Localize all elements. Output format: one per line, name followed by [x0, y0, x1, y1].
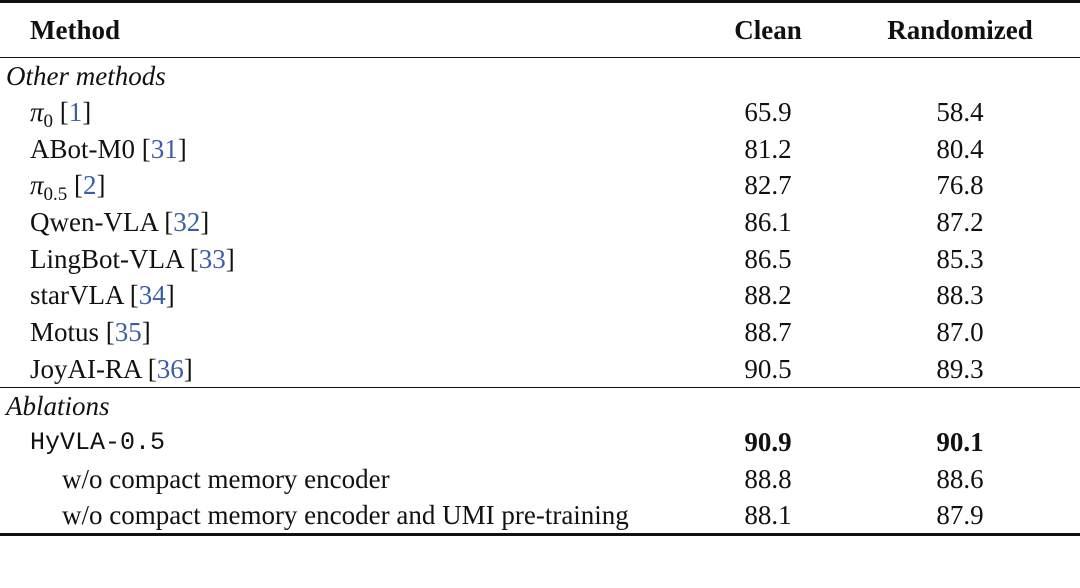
randomized-value: 87.0: [936, 317, 984, 348]
table-row: starVLA [34] 88.2 88.3: [0, 278, 1080, 315]
randomized-value: 87.9: [936, 499, 984, 530]
method-cell: starVLA [34]: [30, 280, 175, 311]
table-row: JoyAI-RA [36] 90.5 89.3: [0, 351, 1080, 388]
clean-value: 86.1: [744, 207, 792, 238]
clean-value: 81.2: [744, 133, 792, 164]
table-row: LingBot-VLA [33] 86.5 85.3: [0, 241, 1080, 278]
randomized-value: 88.3: [936, 280, 984, 311]
randomized-value: 76.8: [936, 170, 984, 201]
method-name: JoyAI-RA: [30, 353, 142, 384]
clean-value: 90.5: [744, 353, 792, 384]
method-name: ABot-M0: [30, 133, 136, 164]
randomized-value: 87.2: [936, 207, 984, 238]
method-name: starVLA: [30, 280, 123, 311]
randomized-value: 85.3: [936, 243, 984, 274]
citation-link[interactable]: 2: [83, 170, 97, 201]
citation-link[interactable]: 31: [150, 133, 178, 164]
table-row: w/o compact memory encoder 88.8 88.6: [0, 461, 1080, 498]
section-label-other-methods: Other methods: [6, 60, 166, 91]
clean-value: 88.1: [744, 499, 792, 530]
clean-value: 65.9: [744, 97, 792, 128]
method-cell: Qwen-VLA [32]: [30, 207, 210, 238]
table-row: π0 [1] 65.9 58.4: [0, 94, 1080, 133]
clean-value: 88.8: [744, 463, 792, 494]
method-name: π: [30, 170, 44, 201]
method-cell: ABot-M0 [31]: [30, 133, 187, 164]
method-name: Motus: [30, 317, 100, 348]
method-subscript: 0.5: [43, 184, 68, 206]
table-row: HyVLA-0.5 90.9 90.1: [0, 424, 1080, 461]
clean-value: 88.7: [744, 317, 792, 348]
method-name: w/o compact memory encoder: [62, 463, 390, 494]
results-table: Method Clean Randomized Other methods π0…: [0, 1, 1080, 535]
clean-value: 86.5: [744, 243, 792, 274]
method-name: LingBot-VLA: [30, 243, 183, 274]
method-name: HyVLA-0.5: [30, 428, 166, 458]
method-name: π: [30, 97, 44, 128]
clean-value: 82.7: [744, 170, 792, 201]
randomized-value: 88.6: [936, 463, 984, 494]
method-subscript: 0: [43, 111, 54, 133]
method-cell: LingBot-VLA [33]: [30, 243, 235, 274]
table-row: Qwen-VLA [32] 86.1 87.2: [0, 204, 1080, 241]
randomized-value: 80.4: [936, 133, 984, 164]
citation-link[interactable]: 34: [138, 280, 166, 311]
clean-value: 88.2: [744, 280, 792, 311]
table-row: ABot-M0 [31] 81.2 80.4: [0, 131, 1080, 168]
section-row-other-methods: Other methods: [0, 58, 1080, 95]
method-name: Qwen-VLA: [30, 207, 158, 238]
clean-value: 90.9: [744, 427, 792, 458]
citation-link[interactable]: 36: [156, 353, 184, 384]
citation-link[interactable]: 1: [68, 97, 83, 128]
header-randomized: Randomized: [887, 14, 1033, 45]
randomized-value: 58.4: [936, 97, 984, 128]
section-row-ablations: Ablations: [0, 388, 1080, 425]
citation-link[interactable]: 33: [198, 243, 226, 274]
table-row: w/o compact memory encoder and UMI pre-t…: [0, 498, 1080, 535]
header-clean: Clean: [734, 14, 802, 45]
randomized-value: 89.3: [936, 353, 984, 384]
citation-link[interactable]: 35: [114, 317, 142, 348]
method-cell: Motus [35]: [30, 317, 151, 348]
method-name: w/o compact memory encoder and UMI pre-t…: [62, 499, 629, 530]
method-cell: π0 [1]: [30, 97, 92, 133]
randomized-value: 90.1: [936, 427, 984, 458]
method-cell: π0.5 [2]: [30, 170, 106, 206]
header-row: Method Clean Randomized: [0, 1, 1080, 58]
citation-link[interactable]: 32: [173, 207, 201, 238]
section-label-ablations: Ablations: [6, 390, 110, 421]
header-method: Method: [30, 14, 120, 45]
method-cell: JoyAI-RA [36]: [30, 353, 193, 384]
table-row: π0.5 [2] 82.7 76.8: [0, 168, 1080, 205]
table-row: Motus [35] 88.7 87.0: [0, 314, 1080, 351]
